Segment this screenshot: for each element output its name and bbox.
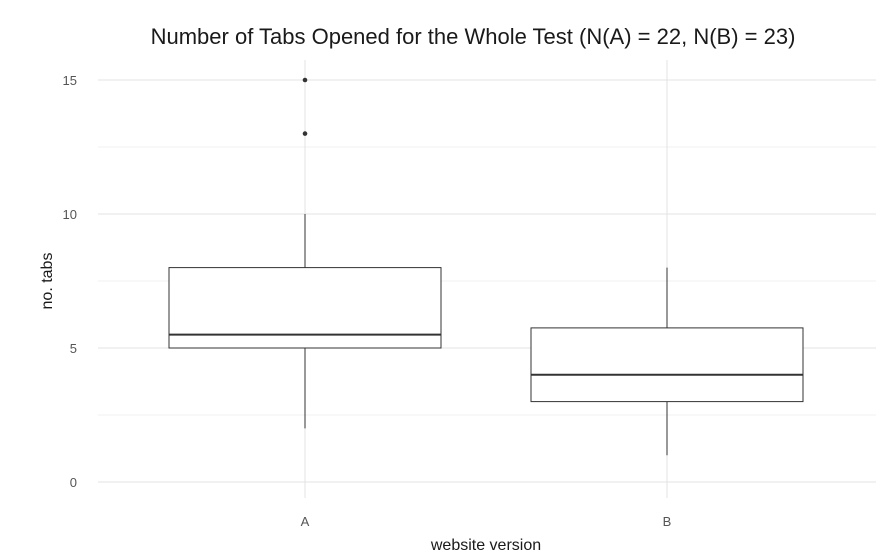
chart-title: Number of Tabs Opened for the Whole Test… bbox=[151, 24, 796, 49]
x-tick-label: B bbox=[663, 514, 672, 529]
y-tick-label: 10 bbox=[63, 207, 77, 222]
outlier-A bbox=[302, 77, 308, 83]
box-A bbox=[168, 267, 442, 349]
y-tick-label: 5 bbox=[70, 341, 77, 356]
y-tick-label: 0 bbox=[70, 475, 77, 490]
y-tick-label: 15 bbox=[63, 73, 77, 88]
y-axis-label: no. tabs bbox=[39, 253, 56, 310]
labels-layer: 0 5 10 15 A B bbox=[63, 73, 672, 529]
x-axis-label: website version bbox=[430, 537, 541, 554]
box-B bbox=[530, 327, 804, 403]
marks-layer bbox=[168, 77, 804, 456]
outlier-A bbox=[302, 131, 308, 136]
x-tick-label: A bbox=[301, 514, 310, 529]
